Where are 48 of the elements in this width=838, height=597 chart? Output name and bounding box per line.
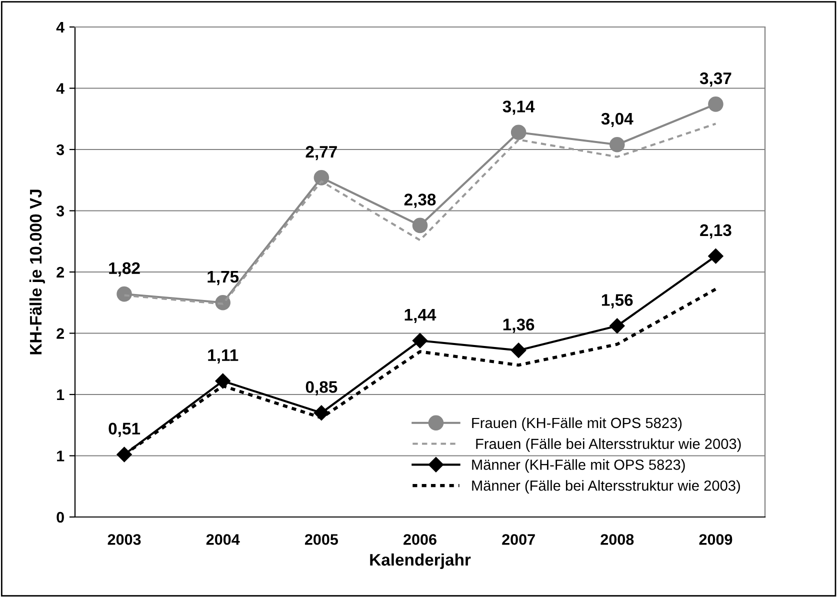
data-label: 0,85 [306,381,338,396]
point [314,170,330,186]
y-tick-label: 2 [56,328,64,339]
x-tick-label: 2009 [699,534,732,545]
data-label: 2,38 [404,194,436,208]
x-tick-label: 2005 [304,534,338,545]
data-label: 1,11 [208,349,238,364]
point [510,124,526,140]
data-label: 0,51 [108,422,140,437]
point [610,318,625,334]
point [116,446,132,462]
point [511,342,526,358]
y-tick-label: 4 [56,22,64,33]
legend-label: Männer (KH-Fälle mit OPS 5823) [472,459,685,473]
data-label: 1,75 [208,271,239,286]
legend-label: Männer (Fälle bei Altersstruktur wie 2003) [472,480,740,494]
y-tick-label: 2 [56,266,64,278]
y-axis-title: KH-Fälle je 10.000 VJ [29,190,45,354]
point [412,218,428,234]
point [708,96,724,112]
y-tick-label: 4 [56,83,64,94]
y-tick-label: 3 [56,144,64,156]
x-tick-label: 2004 [206,534,240,545]
data-label: 3,14 [502,100,535,115]
x-tick-label: 2003 [108,534,141,545]
y-tick-label: 0 [56,512,64,523]
data-label: 3,04 [601,112,634,128]
legend-label: Frauen (KH-Fälle mit OPS 5823) [472,417,682,431]
data-label: 1,44 [404,309,436,324]
y-tick-label: 1 [57,390,64,400]
point [708,248,724,264]
point [412,333,428,348]
x-tick-label: 2007 [502,534,535,545]
point [116,286,132,302]
legend-label: Frauen (Fälle bei Altersstruktur wie 2003) [476,438,741,452]
point [610,136,625,152]
data-label: 2,77 [306,146,337,160]
y-tick-label: 3 [56,206,64,216]
data-label: 1,56 [602,294,633,308]
x-tick-label: 2008 [600,534,634,545]
point [215,373,230,389]
data-label: 1,36 [503,318,534,333]
x-axis-title: Kalenderjahr [370,553,471,569]
data-label: 2,13 [700,224,732,239]
y-tick-label: 1 [57,450,64,462]
x-tick-label: 2006 [404,534,436,545]
data-label: 3,37 [700,72,732,87]
data-label: 1,82 [109,262,140,277]
